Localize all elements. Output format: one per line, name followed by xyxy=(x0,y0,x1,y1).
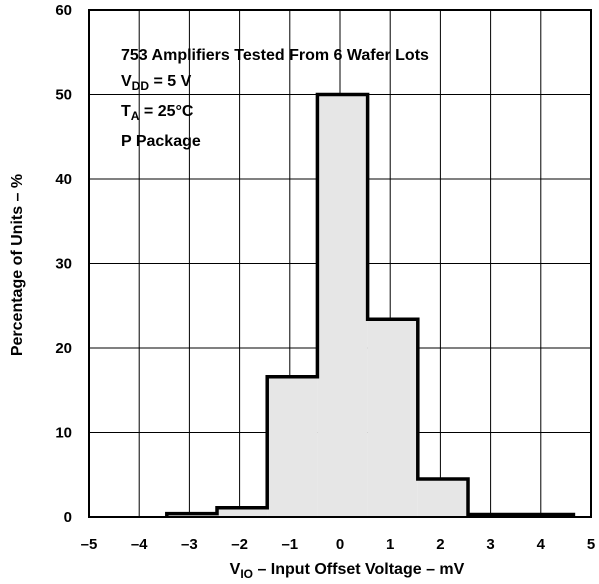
histogram-bar-5 xyxy=(367,319,418,517)
annotation-line-1: 753 Amplifiers Tested From 6 Wafer Lots xyxy=(121,47,429,64)
plot-frame xyxy=(88,9,592,518)
y-tick-label-3: 30 xyxy=(55,256,72,273)
y-tick-label-6: 60 xyxy=(55,2,72,19)
x-tick-label-4: –1 xyxy=(281,536,298,553)
x-axis-label-subscript: IO xyxy=(240,567,253,581)
x-tick-label-3: –2 xyxy=(231,536,248,553)
annotation-block: 753 Amplifiers Tested From 6 Wafer Lots … xyxy=(121,47,429,150)
x-tick-label-8: 3 xyxy=(486,536,494,553)
x-tick-label-10: 5 xyxy=(587,536,595,553)
histogram-bar-2 xyxy=(217,507,268,517)
x-tick-label-1: –4 xyxy=(131,536,148,553)
x-tick-label-2: –3 xyxy=(181,536,198,553)
annotation-line-3: TA = 25°C xyxy=(121,103,194,123)
y-axis-label: Percentage of Units – % xyxy=(9,174,26,356)
x-tick-label-5: 0 xyxy=(336,536,344,553)
x-axis-label: VIO – Input Offset Voltage – mV xyxy=(230,561,465,581)
y-tick-labels: 0 10 20 30 40 50 60 xyxy=(55,2,72,526)
histogram-bar-4 xyxy=(317,94,368,517)
y-tick-label-1: 10 xyxy=(55,425,72,442)
y-tick-label-5: 50 xyxy=(55,87,72,104)
annotation-line-2: VDD = 5 V xyxy=(121,73,192,93)
y-tick-label-0: 0 xyxy=(64,509,72,526)
x-tick-label-0: –5 xyxy=(81,536,98,553)
histogram-bar-6 xyxy=(417,478,469,517)
y-tick-label-4: 40 xyxy=(55,171,72,188)
annotation-3-rest: = 25°C xyxy=(139,103,193,120)
histogram-bars xyxy=(165,92,576,517)
x-tick-label-7: 2 xyxy=(436,536,444,553)
annotation-2-prefix: V xyxy=(121,73,132,90)
annotation-2-subscript: DD xyxy=(132,79,150,93)
annotation-line-4: P Package xyxy=(121,133,201,150)
x-tick-label-6: 1 xyxy=(386,536,394,553)
histogram-outline xyxy=(165,92,576,517)
x-tick-labels: –5 –4 –3 –2 –1 0 1 2 3 4 5 xyxy=(81,536,596,553)
x-axis-label-rest: – Input Offset Voltage – mV xyxy=(253,561,465,578)
histogram-bar-3 xyxy=(267,376,318,517)
x-axis-label-prefix: V xyxy=(230,561,241,578)
annotation-3-subscript: A xyxy=(131,109,140,123)
annotation-3-prefix: T xyxy=(121,103,131,120)
y-tick-label-2: 20 xyxy=(55,340,72,357)
x-tick-label-9: 4 xyxy=(537,536,546,553)
annotation-2-rest: = 5 V xyxy=(149,73,192,90)
